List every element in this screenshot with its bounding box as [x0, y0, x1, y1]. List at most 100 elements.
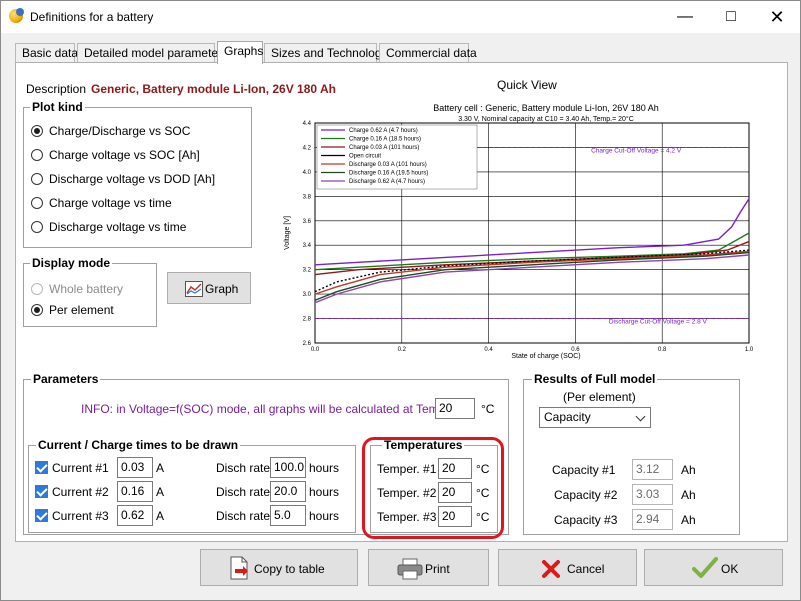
radio-button[interactable]	[31, 197, 43, 209]
capacity-3-unit: Ah	[681, 513, 696, 527]
disch-rate-2-unit: hours	[309, 485, 340, 499]
plot-kind-group	[23, 107, 252, 248]
disch-rate-1-field[interactable]: 100.0	[270, 457, 306, 478]
current-3-checkbox[interactable]	[35, 509, 48, 522]
tab-graphs[interactable]: Graphs	[217, 41, 263, 64]
graph-button[interactable]: Graph	[167, 272, 251, 304]
current-3-field[interactable]: 0.62	[117, 505, 153, 526]
temperatures-title: Temperatures	[382, 438, 465, 452]
chevron-down-icon	[635, 411, 646, 422]
temperatures-highlight	[362, 437, 504, 539]
radio-label: Charge voltage vs SOC [Ah]	[49, 148, 200, 162]
series-line-4	[314, 249, 750, 293]
current-2-checkbox[interactable]	[35, 485, 48, 498]
tab-label: Graphs	[224, 44, 264, 58]
results-type-select[interactable]: Capacity	[539, 407, 651, 428]
parameters-group	[23, 379, 509, 535]
legend-entry: Open circuit	[349, 154, 381, 160]
close-button[interactable]: ✕	[769, 7, 785, 27]
display-mode-title: Display mode	[30, 256, 113, 270]
description-value: Generic, Battery module Li-Ion, 26V 180 …	[91, 82, 336, 96]
info-text: INFO: in Voltage=f(SOC) mode, all graphs…	[81, 402, 459, 416]
copy-to-table-icon	[230, 556, 248, 580]
tab-sizes-and-technology[interactable]: Sizes and Technology	[264, 43, 388, 63]
x-tick-label: 0.8	[658, 347, 667, 353]
temperature-2-label: Temper. #2	[377, 486, 437, 500]
description-label: Description	[26, 82, 87, 96]
maximize-button[interactable]: □	[726, 8, 736, 25]
capacity-3-label: Capacity #3	[554, 513, 618, 527]
current-1-checkbox[interactable]	[35, 461, 48, 474]
radio-button[interactable]	[31, 304, 43, 316]
print-label: Print	[425, 562, 450, 576]
results-subtitle: (Per element)	[563, 390, 636, 404]
quick-view-chart: Battery cell : Generic, Battery module L…	[284, 103, 754, 360]
disch-rate-3-unit: hours	[309, 509, 340, 523]
legend-entry: Discharge 0.03 A (101 hours)	[349, 162, 427, 168]
x-axis-label: State of charge (SOC)	[511, 353, 580, 360]
series-line-7	[314, 254, 750, 304]
current-2-unit: A	[156, 485, 165, 499]
y-tick-label: 4.2	[303, 145, 312, 151]
minimize-button[interactable]: —	[677, 8, 693, 25]
results-title: Results of Full model	[532, 372, 658, 386]
y-tick-label: 4.0	[303, 170, 312, 176]
y-tick-label: 2.6	[303, 341, 312, 347]
radio-button[interactable]	[31, 283, 43, 295]
radio-button[interactable]	[31, 173, 43, 185]
capacity-1-unit: Ah	[681, 463, 696, 477]
current-1-field[interactable]: 0.03	[117, 457, 153, 478]
disch-rate-3-label: Disch rate	[216, 509, 271, 523]
disch-rate-1-label: Disch rate	[216, 461, 271, 475]
radio-label: Charge voltage vs time	[49, 196, 172, 210]
y-tick-label: 3.2	[303, 268, 312, 274]
temperature-3-field[interactable]: 20	[438, 506, 472, 527]
temperature-1-field[interactable]: 20	[438, 458, 472, 479]
current-2-label: Current #2	[52, 485, 109, 499]
tab-label: Commercial data	[386, 46, 477, 60]
radio-button[interactable]	[31, 221, 43, 233]
printer-icon	[397, 558, 423, 580]
y-axis-label: Voltage [V]	[284, 216, 291, 250]
legend-entry: Charge 0.03 A (101 hours)	[349, 145, 419, 151]
legend-entry: Charge 0.62 A (4.7 hours)	[349, 128, 418, 134]
radio-button[interactable]	[31, 149, 43, 161]
series-line-2	[314, 232, 750, 271]
current-1-label: Current #1	[52, 461, 109, 475]
ok-button[interactable]: OK	[644, 549, 783, 586]
y-tick-label: 3.6	[303, 219, 312, 225]
x-tick-label: 1.0	[745, 347, 754, 353]
cancel-x-icon	[542, 560, 560, 578]
chart-annotation: Discharge Cut-Off Voltage = 2.8 V	[609, 318, 708, 325]
print-button[interactable]: Print	[368, 549, 489, 586]
window-title: Definitions for a battery	[30, 10, 154, 24]
radio-button[interactable]	[31, 125, 43, 137]
series-line-1	[314, 198, 750, 266]
calc-temperature-field[interactable]: 20	[435, 398, 475, 419]
tab-label: Sizes and Technology	[271, 46, 388, 60]
tab-label: Basic data	[22, 46, 79, 60]
tab-detailed-model-parameters[interactable]: Detailed model parameters	[77, 43, 228, 63]
y-tick-label: 4.4	[303, 121, 312, 127]
currents-title: Current / Charge times to be drawn	[36, 438, 241, 452]
capacity-2-field: 3.03	[632, 484, 673, 505]
current-3-unit: A	[156, 509, 165, 523]
disch-rate-2-field[interactable]: 20.0	[270, 481, 306, 502]
legend-box	[316, 124, 478, 190]
tab-basic-data[interactable]: Basic data	[15, 43, 79, 63]
disch-rate-3-field[interactable]: 5.0	[270, 505, 306, 526]
current-2-field[interactable]: 0.16	[117, 481, 153, 502]
disch-rate-2-label: Disch rate	[216, 485, 271, 499]
radio-label: Charge/Discharge vs SOC	[49, 124, 191, 138]
temperature-2-field[interactable]: 20	[438, 482, 472, 503]
cancel-label: Cancel	[567, 562, 605, 576]
cancel-button[interactable]: Cancel	[498, 549, 637, 586]
tab-commercial-data[interactable]: Commercial data	[379, 43, 477, 63]
tab-label: Detailed model parameters	[84, 46, 229, 60]
copy-to-table-button[interactable]: Copy to table	[200, 549, 358, 586]
radio-label: Per element	[49, 303, 114, 317]
ok-label: OK	[721, 562, 739, 576]
disch-rate-1-unit: hours	[309, 461, 340, 475]
capacity-1-label: Capacity #1	[552, 463, 616, 477]
capacity-1-field: 3.12	[632, 459, 673, 480]
